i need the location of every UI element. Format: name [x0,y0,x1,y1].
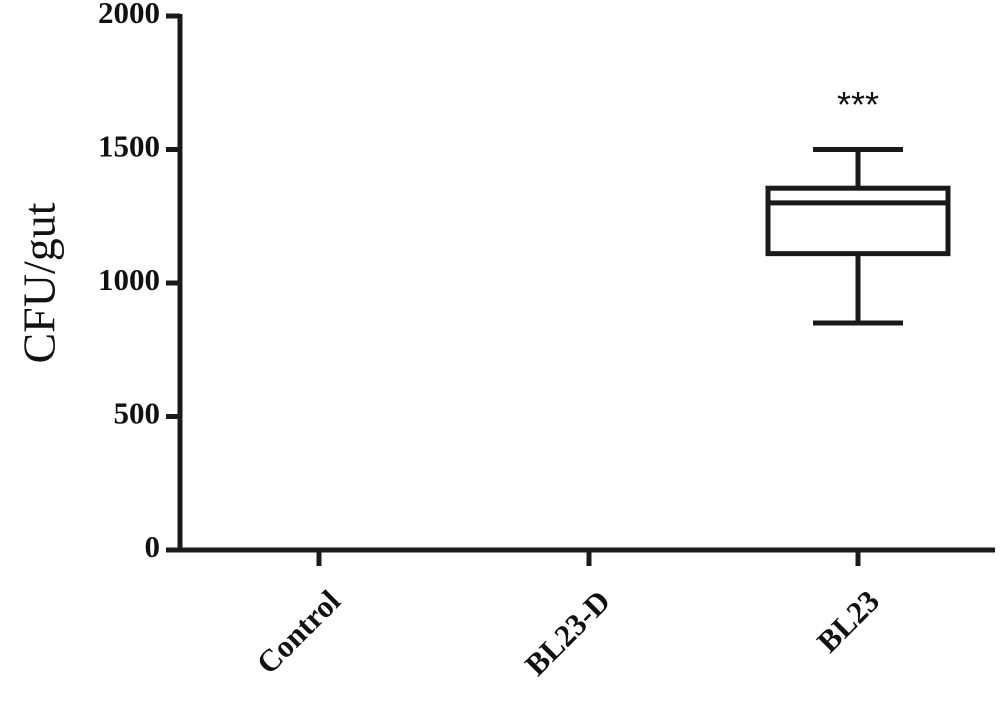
x-tick-label: BL23-D [518,583,617,682]
y-tick-label: 1000 [98,262,160,297]
y-tick-label: 1500 [98,129,160,164]
y-axis-label: CFU/gut [14,202,65,363]
y-tick-label: 0 [145,529,161,564]
annotation: *** [837,84,879,125]
x-tick-label: Control [250,583,348,681]
x-tick-label: BL23 [810,583,886,659]
y-tick-label: 500 [114,396,161,431]
y-tick-label: 2000 [98,0,160,30]
box [765,185,951,257]
